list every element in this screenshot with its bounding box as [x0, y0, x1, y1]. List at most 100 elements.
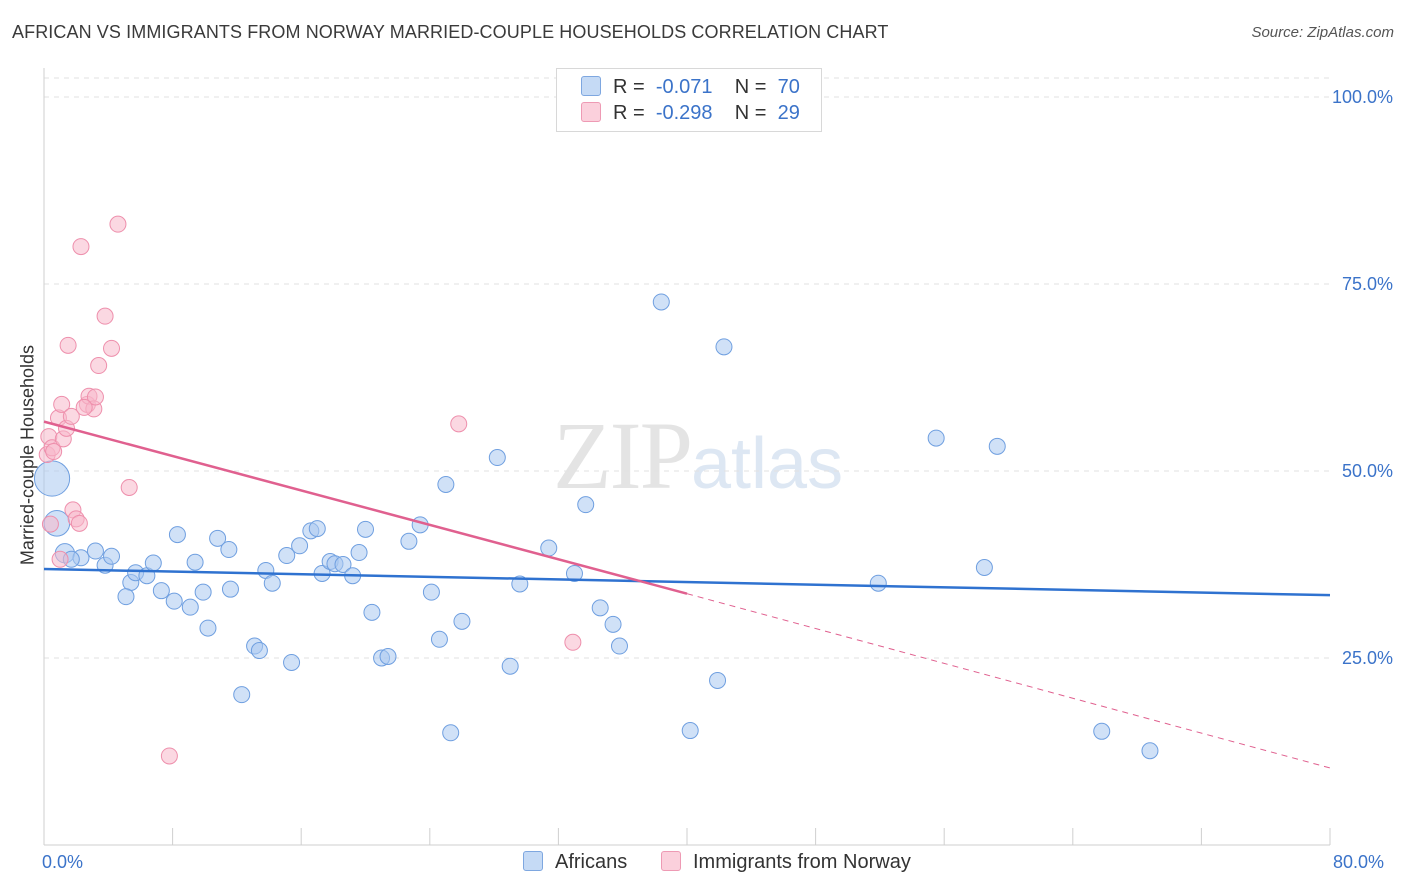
- point-africans-63: [869, 574, 887, 592]
- point-africans-38: [350, 544, 368, 562]
- point-norway-2: [41, 515, 59, 533]
- legend-row-norway: R = -0.298 N = 29: [581, 102, 800, 126]
- chart-title: AFRICAN VS IMMIGRANTS FROM NORWAY MARRIE…: [12, 22, 889, 42]
- watermark-zip: ZIP: [553, 402, 693, 509]
- legend-r-label: R =: [613, 102, 645, 124]
- point-africans-60: [681, 722, 699, 740]
- point-norway-27: [564, 633, 582, 651]
- trendline-norway: [43, 420, 688, 595]
- point-africans-7: [103, 547, 121, 565]
- y-tick-label-75: 75.0%: [1342, 274, 1393, 294]
- point-africans-22: [221, 580, 239, 598]
- point-africans-54: [565, 564, 583, 582]
- point-norway-7: [53, 395, 71, 413]
- point-africans-4: [86, 542, 104, 560]
- point-africans-39: [357, 520, 374, 538]
- y-tick-label-25: 25.0%: [1342, 648, 1393, 668]
- trendline-norway-extension: [686, 593, 1331, 769]
- x-tick-label-min: 0.0%: [42, 852, 84, 872]
- bottom-legend-label-africans: Africans: [555, 851, 628, 873]
- point-norway-20: [90, 357, 108, 375]
- point-norway-6: [51, 550, 69, 568]
- point-africans-21: [220, 541, 238, 559]
- trendline-africans: [43, 567, 1331, 597]
- point-africans-67: [1093, 722, 1111, 740]
- legend-swatch-africans: [581, 76, 601, 96]
- point-africans-56: [591, 599, 609, 617]
- point-africans-53: [540, 539, 558, 557]
- point-africans-59: [652, 293, 670, 311]
- point-norway-10: [59, 336, 77, 354]
- legend-r-norway: -0.298: [655, 102, 713, 124]
- legend-r-label: R =: [613, 76, 645, 98]
- point-norway-25: [160, 747, 178, 765]
- point-africans-12: [144, 554, 162, 572]
- x-tick-label-max: 80.0%: [1333, 852, 1385, 872]
- point-africans-58: [610, 637, 628, 655]
- point-africans-45: [422, 583, 440, 601]
- point-africans-42: [379, 648, 397, 666]
- point-africans-32: [308, 520, 326, 538]
- point-africans-46: [430, 630, 448, 648]
- watermark: ZIPatlas: [553, 400, 843, 511]
- point-africans-47: [437, 475, 455, 493]
- point-africans-40: [363, 603, 381, 621]
- bottom-legend-swatch-norway: [661, 851, 681, 871]
- point-africans-48: [442, 724, 460, 742]
- y-tick-label-50: 50.0%: [1342, 461, 1393, 481]
- point-africans-65: [975, 558, 993, 576]
- point-africans-62: [715, 338, 733, 356]
- point-norway-24: [120, 478, 138, 496]
- point-africans-50: [488, 449, 506, 467]
- point-africans-13: [152, 582, 170, 600]
- point-norway-19: [86, 388, 104, 406]
- point-africans-25: [250, 642, 268, 660]
- point-africans-57: [604, 615, 622, 633]
- bottom-legend-africans: Africans: [523, 851, 627, 874]
- source-label: Source: ZipAtlas.com: [1251, 24, 1394, 41]
- watermark-atlas: atlas: [691, 424, 844, 504]
- point-africans-14: [165, 592, 183, 610]
- legend-r-africans: -0.071: [655, 76, 713, 98]
- y-tick-label-100: 100.0%: [1332, 87, 1393, 107]
- point-norway-26: [450, 415, 468, 433]
- legend-swatch-norway: [581, 102, 601, 122]
- bottom-legend-label-norway: Immigrants from Norway: [693, 851, 911, 873]
- point-norway-14: [70, 514, 88, 532]
- point-norway-28: [75, 398, 93, 416]
- point-africans-20: [209, 529, 227, 547]
- point-africans-30: [291, 537, 309, 555]
- point-africans-68: [1141, 742, 1159, 760]
- point-africans-51: [501, 657, 519, 675]
- legend-n-norway: 29: [777, 102, 800, 124]
- point-africans-9: [117, 588, 135, 606]
- legend-n-label: N =: [734, 76, 767, 98]
- correlation-legend: R = -0.071 N = 70 R = -0.298 N = 29: [556, 68, 822, 132]
- legend-row-africans: R = -0.071 N = 70: [581, 76, 800, 100]
- point-africans-17: [186, 553, 204, 571]
- legend-n-africans: 70: [777, 76, 800, 98]
- bottom-legend-swatch-africans: [523, 851, 543, 871]
- point-africans-36: [334, 556, 352, 573]
- point-norway-4: [45, 443, 63, 461]
- point-norway-11: [62, 407, 80, 425]
- point-africans-55: [577, 496, 595, 514]
- bottom-legend-norway: Immigrants from Norway: [661, 851, 911, 874]
- point-africans-66: [988, 437, 1006, 455]
- point-africans-49: [453, 612, 471, 630]
- legend-n-label: N =: [734, 102, 767, 124]
- point-norway-23: [109, 215, 127, 233]
- point-norway-22: [103, 339, 121, 357]
- y-axis-label: Married-couple Households: [17, 344, 38, 566]
- point-africans-43: [400, 532, 418, 550]
- point-norway-15: [72, 238, 90, 256]
- point-africans-15: [168, 526, 186, 544]
- point-africans-61: [709, 671, 727, 689]
- point-africans-16: [181, 598, 199, 616]
- point-africans-27: [263, 574, 281, 592]
- point-africans-23: [233, 686, 251, 704]
- point-africans-0: [33, 460, 71, 497]
- point-norway-21: [96, 307, 114, 325]
- point-africans-28: [278, 547, 296, 565]
